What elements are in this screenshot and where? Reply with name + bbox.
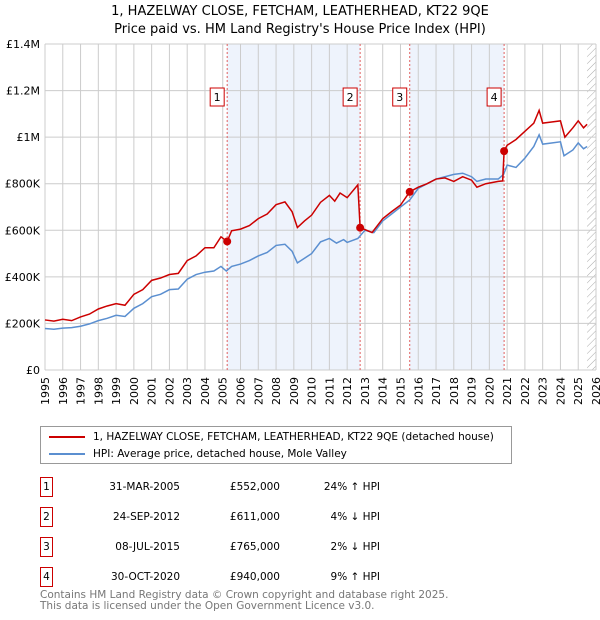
sale-number: 2 <box>40 507 53 527</box>
x-tick-label: 2018 <box>448 377 461 405</box>
forecast-hatch <box>587 44 596 370</box>
sale-row: 4 30-OCT-2020 £940,000 9% ↑ HPI <box>40 562 380 592</box>
x-tick-label: 1996 <box>57 377 70 405</box>
legend-item-hpi: HPI: Average price, detached house, Mole… <box>49 448 347 460</box>
x-tick-label: 2011 <box>323 377 336 405</box>
x-tick-label: 2003 <box>181 377 194 405</box>
sale-label-box <box>209 87 225 107</box>
sale-price: £552,000 <box>229 481 280 493</box>
sale-price: £940,000 <box>229 571 280 583</box>
legend-label: 1, HAZELWAY CLOSE, FETCHAM, LEATHERHEAD,… <box>93 431 494 443</box>
y-tick-label: £200K <box>5 317 41 330</box>
sale-label: 2 <box>347 91 354 104</box>
sale-hpi-diff: 4% ↓ HPI <box>330 511 380 523</box>
sale-hpi-diff: 2% ↓ HPI <box>330 541 380 553</box>
sale-row: 2 24-SEP-2012 £611,000 4% ↓ HPI <box>40 502 380 532</box>
sale-point <box>223 237 232 246</box>
sale-label: 3 <box>396 91 403 104</box>
x-tick-label: 2001 <box>146 377 159 405</box>
x-tick-label: 2015 <box>394 377 407 405</box>
x-tick-label: 2013 <box>359 377 372 405</box>
x-tick-label: 1998 <box>92 377 105 405</box>
x-tick-label: 2017 <box>430 377 443 405</box>
chart-title: 1, HAZELWAY CLOSE, FETCHAM, LEATHERHEAD,… <box>0 3 600 39</box>
x-tick-label: 2020 <box>483 377 496 405</box>
x-tick-label: 2024 <box>554 377 567 405</box>
y-tick-label: £1.2M <box>6 85 40 98</box>
title: 1, HAZELWAY CLOSE, FETCHAM, LEATHERHEAD,… <box>111 4 489 19</box>
x-tick-label: 2007 <box>252 377 265 405</box>
x-tick-label: 2010 <box>306 377 319 405</box>
footer-line: Contains HM Land Registry data © Crown c… <box>40 589 449 601</box>
sale-price: £611,000 <box>229 511 280 523</box>
sale-row: 1 31-MAR-2005 £552,000 24% ↑ HPI <box>40 472 380 502</box>
legend-item-property: 1, HAZELWAY CLOSE, FETCHAM, LEATHERHEAD,… <box>49 431 494 443</box>
sale-hpi-diff: 24% ↑ HPI <box>323 481 380 493</box>
hpi-line <box>44 132 588 331</box>
x-tick-label: 1997 <box>75 377 88 405</box>
y-tick-label: £400K <box>5 271 41 284</box>
price-chart: 1995 1996 1997 1998 1999 2000 2001 2002 2003 2004… <box>5 38 600 405</box>
sale-date: 08-JUL-2015 <box>115 541 180 553</box>
x-tick-label: 2026 <box>590 377 600 405</box>
sale-number: 1 <box>40 477 53 497</box>
sale-date: 30-OCT-2020 <box>111 571 180 583</box>
x-tick-label: 1999 <box>110 377 123 405</box>
x-tick-label: 2005 <box>217 377 230 405</box>
footer-line: This data is licensed under the Open Gov… <box>40 600 375 612</box>
y-tick-label: £1M <box>17 131 41 144</box>
sale-point <box>500 147 509 156</box>
x-tick-label: 1995 <box>39 377 52 405</box>
x-tick-label: 2019 <box>466 377 479 405</box>
property-price-line <box>44 108 588 322</box>
legend-swatch <box>49 436 85 438</box>
x-tick-label: 2002 <box>163 377 176 405</box>
sale-price: £765,000 <box>229 541 280 553</box>
x-tick-label: 2012 <box>341 377 354 405</box>
sales-table: 1 31-MAR-2005 £552,000 24% ↑ HPI 2 24-SEP-201… <box>40 472 380 592</box>
x-tick-label: 2022 <box>519 377 532 405</box>
sale-row: 3 08-JUL-2015 £765,000 2% ↓ HPI <box>40 532 380 562</box>
legend: 1, HAZELWAY CLOSE, FETCHAM, LEATHERHEAD,… <box>40 426 512 464</box>
x-tick-label: 2004 <box>199 377 212 405</box>
x-tick-label: 2008 <box>270 377 283 405</box>
x-tick-label: 2025 <box>572 377 585 405</box>
sale-label: 4 <box>491 91 498 104</box>
x-tick-label: 2016 <box>412 377 425 405</box>
sale-point <box>356 223 365 232</box>
sale-number: 4 <box>40 567 53 587</box>
x-tick-label: 2000 <box>128 377 141 405</box>
subtitle: Price paid vs. HM Land Registry's House … <box>114 22 486 37</box>
sale-date: 31-MAR-2005 <box>109 481 180 493</box>
sale-label-box <box>486 87 502 107</box>
sale-label-box <box>392 87 408 107</box>
x-tick-label: 2009 <box>288 377 301 405</box>
sale-date: 24-SEP-2012 <box>112 511 180 523</box>
x-tick-label: 2014 <box>377 377 390 405</box>
sale-number: 3 <box>40 537 53 557</box>
y-tick-label: £600K <box>5 224 41 237</box>
y-tick-label: £0 <box>26 364 40 377</box>
x-tick-label: 2021 <box>501 377 514 405</box>
legend-label: HPI: Average price, detached house, Mole… <box>93 448 347 460</box>
x-tick-label: 2023 <box>537 377 550 405</box>
y-tick-label: £800K <box>5 178 41 191</box>
sale-label: 1 <box>214 91 221 104</box>
x-tick-label: 2006 <box>235 377 248 405</box>
legend-swatch <box>49 453 85 455</box>
sale-hpi-diff: 9% ↑ HPI <box>330 571 380 583</box>
footer: Contains HM Land Registry data © Crown c… <box>40 590 448 612</box>
y-tick-label: £1.4M <box>6 38 40 51</box>
sale-point <box>405 187 414 196</box>
sale-label-box <box>342 87 358 107</box>
